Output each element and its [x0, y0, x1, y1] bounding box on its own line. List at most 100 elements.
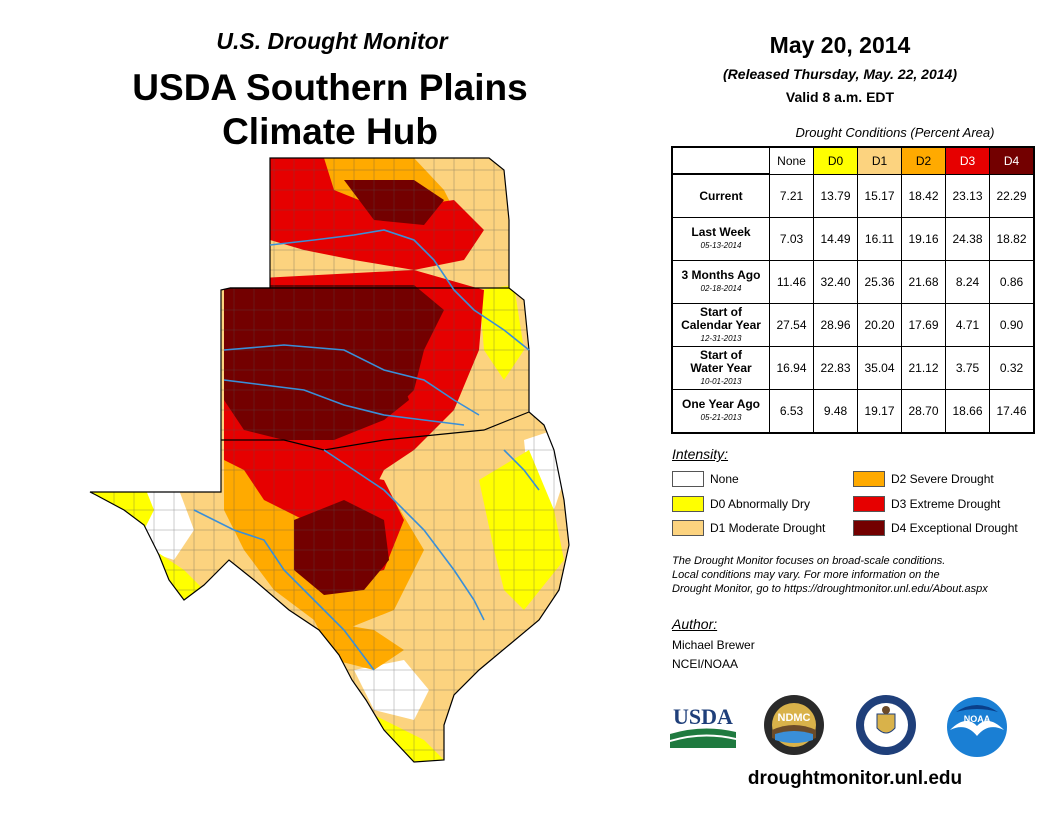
legend-swatch — [853, 520, 885, 536]
col-d3: D3 — [945, 146, 990, 175]
cell: 35.04 — [857, 346, 902, 390]
row-label: Last Week 05-13-2014 — [671, 217, 770, 261]
cell: 25.36 — [857, 260, 902, 304]
row-label: Start of Water Year 10-01-2013 — [671, 346, 770, 390]
drought-map — [89, 157, 570, 763]
cell: 8.24 — [945, 260, 990, 304]
cell: 9.48 — [813, 389, 858, 434]
legend-item-none: None — [672, 471, 739, 487]
legend-swatch — [853, 496, 885, 512]
valid-time: Valid 8 a.m. EDT — [785, 89, 895, 105]
cell: 13.79 — [813, 173, 858, 218]
cell: 22.83 — [813, 346, 858, 390]
river-brazos — [323, 449, 485, 621]
table-row: Start of Calendar Year 12-31-2013 27.54 28… — [671, 303, 1035, 347]
cell: 27.54 — [769, 303, 814, 347]
author-name: Michael Brewer — [672, 638, 755, 652]
ndmc-logo-text: NDMC — [778, 712, 811, 724]
cell: 24.38 — [945, 217, 990, 261]
state-border-ok-tx — [221, 411, 530, 451]
legend-swatch — [672, 471, 704, 487]
cell: 20.20 — [857, 303, 902, 347]
legend-item-d0: D0 Abnormally Dry — [672, 496, 810, 512]
cell: 7.03 — [769, 217, 814, 261]
table-row: Last Week 05-13-2014 7.03 14.49 16.11 19.… — [671, 217, 1035, 261]
usda-logo-swoosh-2 — [670, 736, 736, 748]
legend-title: Intensity: — [672, 446, 729, 462]
river-sabine — [503, 449, 540, 491]
row-label: Start of Calendar Year 12-31-2013 — [671, 303, 770, 347]
author-org: NCEI/NOAA — [672, 657, 739, 671]
noaa-logo-text: NOAA — [964, 714, 991, 724]
cell: 32.40 — [813, 260, 858, 304]
ndmc-logo: NDMC — [764, 695, 824, 755]
cell: 16.94 — [769, 346, 814, 390]
notes-line: Drought Monitor, go to https://droughtmo… — [672, 583, 988, 595]
noaa-logo: NOAA — [947, 697, 1007, 757]
legend-swatch — [672, 496, 704, 512]
river-arkansas — [269, 229, 530, 351]
river-colorado — [193, 509, 375, 671]
table-header-row: None D0 D1 D2 D3 D4 — [672, 146, 1035, 175]
cell: 28.96 — [813, 303, 858, 347]
cell: 21.12 — [901, 346, 946, 390]
table-row: Start of Water Year 10-01-2013 16.94 22.83… — [671, 346, 1035, 390]
table-row: 3 Months Ago 02-18-2014 11.46 32.40 25.36… — [671, 260, 1035, 304]
legend-swatch — [853, 471, 885, 487]
website-link[interactable]: droughtmonitor.unl.edu — [747, 768, 963, 789]
cell: 17.69 — [901, 303, 946, 347]
legend-label: D3 Extreme Drought — [891, 497, 1001, 511]
legend-label: D0 Abnormally Dry — [710, 497, 811, 511]
legend-item-d4: D4 Exceptional Drought — [853, 520, 1018, 536]
row-label: 3 Months Ago 02-18-2014 — [671, 260, 770, 304]
release-date: (Released Thursday, May. 22, 2014) — [723, 66, 957, 82]
cell: 18.42 — [901, 173, 946, 218]
legend-swatch — [672, 520, 704, 536]
cell: 0.90 — [989, 303, 1035, 347]
cell: 4.71 — [945, 303, 990, 347]
col-d4: D4 — [989, 146, 1035, 175]
cell: 19.17 — [857, 389, 902, 434]
cell: 18.82 — [989, 217, 1035, 261]
cell: 14.49 — [813, 217, 858, 261]
ndmc-logo-water — [775, 731, 813, 743]
table-row: Current 7.21 13.79 15.17 18.42 23.13 22.… — [671, 173, 1035, 218]
legend-label: D4 Exceptional Drought — [891, 521, 1018, 535]
cell: 3.75 — [945, 346, 990, 390]
col-none: None — [769, 146, 814, 175]
notes: The Drought Monitor focuses on broad-sca… — [672, 554, 1052, 596]
col-d1: D1 — [857, 146, 902, 175]
cell: 0.86 — [989, 260, 1035, 304]
legend-label: None — [710, 472, 739, 486]
region-d4-tx-central — [294, 500, 389, 595]
legend-item-d2: D2 Severe Drought — [853, 471, 994, 487]
usda-logo: USDA — [670, 704, 736, 748]
rivers — [193, 229, 540, 671]
doc-seal-eagle — [882, 706, 890, 714]
col-d0: D0 — [813, 146, 858, 175]
title-line-2: Climate Hub — [222, 111, 438, 152]
doc-seal-logo — [856, 695, 916, 755]
map-subtitle: U.S. Drought Monitor — [216, 28, 448, 54]
col-d2: D2 — [901, 146, 946, 175]
legend-label: D2 Severe Drought — [891, 472, 994, 486]
table-corner — [672, 147, 770, 175]
cell: 18.66 — [945, 389, 990, 434]
noaa-logo-sky — [956, 705, 998, 712]
cell: 17.46 — [989, 389, 1035, 434]
river-canadian — [223, 344, 480, 416]
map-date: May 20, 2014 — [769, 32, 911, 58]
cell: 22.29 — [989, 173, 1035, 218]
cell: 15.17 — [857, 173, 902, 218]
river-red — [223, 379, 465, 426]
cell: 0.32 — [989, 346, 1035, 390]
legend-item-d1: D1 Moderate Drought — [672, 520, 825, 536]
doc-seal-shield — [876, 713, 896, 734]
cell: 21.68 — [901, 260, 946, 304]
notes-line: Local conditions may vary. For more info… — [672, 569, 940, 581]
region-d0-ks-se — [479, 285, 524, 380]
noaa-logo-bird — [950, 720, 1004, 736]
legend-label: D1 Moderate Drought — [710, 521, 826, 535]
author-title: Author: — [672, 616, 718, 632]
usda-logo-text: USDA — [673, 704, 733, 729]
